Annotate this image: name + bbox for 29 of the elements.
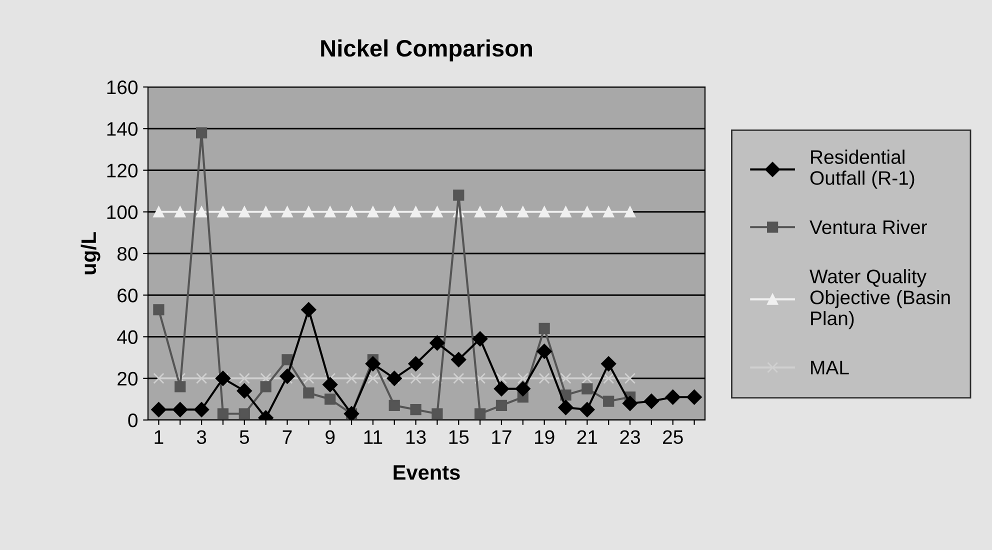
legend-label: Residential Outfall (R-1) bbox=[810, 150, 914, 189]
y-tick-label: 60 bbox=[118, 288, 138, 302]
y-tick-label: 20 bbox=[118, 372, 138, 386]
x-tick-label: 11 bbox=[364, 430, 382, 444]
x-tick-label: 7 bbox=[282, 430, 292, 444]
x-tick-label: 17 bbox=[492, 430, 512, 444]
chart-title: Nickel Comparison bbox=[321, 39, 532, 62]
y-tick-label: 80 bbox=[117, 246, 138, 261]
x-tick-label: 25 bbox=[663, 430, 683, 444]
y-tick-label: 0 bbox=[128, 413, 138, 428]
y-tick-label: 40 bbox=[117, 330, 138, 344]
x-tick-label: 9 bbox=[326, 430, 335, 444]
legend-label: Water Quality Objective (Basin Plan) bbox=[810, 269, 950, 330]
x-tick-label: 5 bbox=[240, 430, 249, 444]
x-tick-label: 19 bbox=[534, 430, 554, 444]
x-tick-label: 15 bbox=[449, 430, 469, 444]
y-tick-label: 120 bbox=[107, 164, 138, 178]
legend-label: Ventura River bbox=[810, 220, 927, 234]
x-tick-label: 1 bbox=[154, 430, 164, 444]
x-tick-label: 21 bbox=[577, 430, 598, 444]
x-tick-label: 3 bbox=[196, 430, 206, 444]
y-tick-label: 100 bbox=[107, 205, 138, 220]
x-tick-label: 23 bbox=[620, 430, 640, 444]
y-tick-label: 140 bbox=[107, 122, 138, 136]
legend-label: MAL bbox=[811, 360, 849, 374]
y-tick-label: 160 bbox=[107, 80, 138, 94]
x-axis-title: Events bbox=[394, 465, 460, 480]
y-axis-title: ug/L bbox=[80, 232, 100, 274]
x-tick-label: 13 bbox=[406, 430, 426, 444]
